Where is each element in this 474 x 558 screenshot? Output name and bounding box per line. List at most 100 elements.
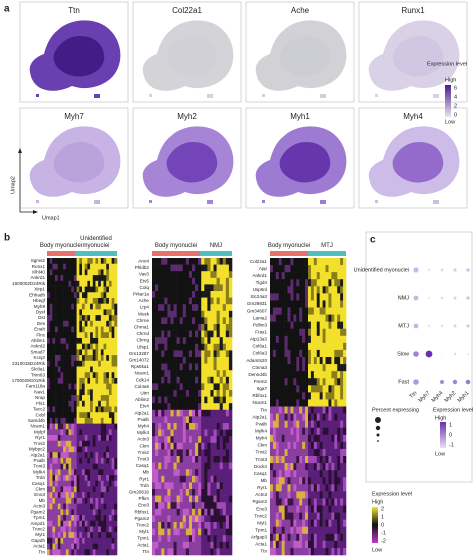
heatmap-cell <box>90 520 94 527</box>
heatmap-cell <box>305 335 309 344</box>
heatmap-cell <box>204 482 208 490</box>
heatmap-cell <box>343 293 347 301</box>
heatmap-cell <box>228 390 233 397</box>
heatmap-cell <box>84 349 88 356</box>
heatmap-cell <box>84 286 88 293</box>
heatmap-cell <box>219 310 224 318</box>
heatmap-cell <box>176 456 180 463</box>
heatmap-cell <box>173 495 177 503</box>
heatmap-cell <box>213 462 217 470</box>
heatmap-cell <box>207 357 211 364</box>
heatmap-cell <box>185 390 190 397</box>
heatmap-cell <box>278 456 282 464</box>
heatmap-cell <box>308 342 312 351</box>
heatmap-cell <box>90 275 94 282</box>
heatmap-cell <box>310 265 315 273</box>
heatmap-cell <box>328 413 332 421</box>
heatmap-cell <box>100 315 104 322</box>
heatmap-cell <box>340 258 344 266</box>
heatmap-cell <box>87 520 91 527</box>
heatmap-cell <box>198 310 202 318</box>
heatmap-cell <box>188 277 193 285</box>
heatmap-cell <box>213 429 217 437</box>
heatmap-cell <box>319 328 323 337</box>
heatmap-cell <box>52 400 56 407</box>
heatmap-cell <box>63 355 67 362</box>
heatmap-cell <box>201 297 205 305</box>
heatmap-cell <box>73 452 77 459</box>
heatmap-cell <box>100 355 104 362</box>
heatmap-cell <box>328 378 332 386</box>
heatmap-cell <box>305 385 309 393</box>
heatmap-cell <box>275 335 280 344</box>
heatmap-cell <box>281 328 285 337</box>
heatmap-cell <box>275 448 280 457</box>
gene-label: Hbegf <box>33 298 46 303</box>
heatmap-cell <box>55 486 59 493</box>
heatmap-cell <box>47 360 50 367</box>
heatmap-cell <box>210 442 214 450</box>
heatmap-cell <box>161 343 165 351</box>
heatmap-cell <box>65 315 69 322</box>
heatmap-cell <box>219 429 224 437</box>
heatmap-cell <box>158 376 162 384</box>
column-label: Ttn <box>409 390 419 400</box>
heatmap-cell <box>87 269 91 276</box>
heatmap-cell <box>79 526 83 533</box>
heatmap-cell <box>293 378 297 386</box>
heatmap-cell <box>79 423 83 430</box>
heatmap-cell <box>310 314 315 322</box>
heatmap-cell <box>322 519 326 528</box>
heatmap-cell <box>92 509 96 516</box>
heatmap-cell <box>170 297 174 305</box>
dot <box>413 323 419 329</box>
heatmap-cell <box>71 486 75 493</box>
dot <box>427 324 431 328</box>
heatmap-cell <box>164 508 168 516</box>
heatmap-cell <box>47 452 50 459</box>
dot <box>466 268 470 272</box>
heatmap-cell <box>305 477 309 485</box>
umap-panel: Myh2 <box>132 107 242 209</box>
heatmap-cell <box>219 297 224 305</box>
heatmap-cell <box>228 528 233 536</box>
heatmap-cell <box>98 423 102 430</box>
heatmap-cell <box>57 543 61 550</box>
heatmap-cell <box>204 343 208 351</box>
heatmap-cell <box>176 350 180 358</box>
heatmap-cell <box>195 350 199 358</box>
heatmap-cell <box>313 364 318 372</box>
heatmap-cell <box>328 519 332 528</box>
heatmap-cell <box>152 324 156 331</box>
heatmap-cell <box>90 429 94 436</box>
heatmap-cell <box>284 420 288 429</box>
heatmap-cell <box>84 383 88 390</box>
heatmap-cell <box>52 417 56 424</box>
heatmap-cell <box>343 526 347 535</box>
heatmap-cell <box>310 526 315 535</box>
heatmap-cell <box>340 547 344 556</box>
heatmap-cell <box>87 326 91 333</box>
heatmap-cell <box>290 463 294 471</box>
gene-label: Acta1 <box>33 544 45 549</box>
heatmap-cell <box>167 271 171 279</box>
heatmap-cell <box>334 371 338 379</box>
heatmap-cell <box>49 315 53 322</box>
heatmap-cell <box>179 376 184 384</box>
heatmap-cell <box>167 528 171 536</box>
heatmap-cell <box>106 532 110 539</box>
heatmap-cell <box>52 280 56 287</box>
heatmap-cell <box>108 366 112 373</box>
heatmap-cell <box>296 512 300 520</box>
heatmap-cell <box>176 304 180 312</box>
heatmap-cell <box>55 286 59 293</box>
heatmap-cell <box>278 272 282 280</box>
heatmap-cell <box>52 355 56 362</box>
heatmap-cell <box>278 484 282 492</box>
heatmap-cell <box>179 350 184 358</box>
heatmap-cell <box>343 314 347 322</box>
heatmap-cell <box>228 376 233 384</box>
heatmap-cell <box>334 378 338 386</box>
heatmap-cell <box>71 423 75 430</box>
heatmap-cell <box>198 357 202 364</box>
